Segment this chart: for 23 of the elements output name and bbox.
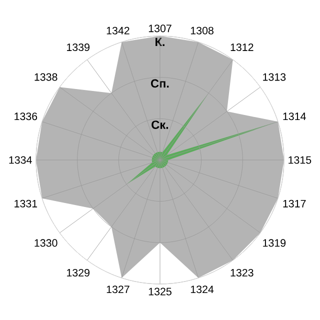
spoke-label: 1308 (190, 26, 214, 34)
y-tick-label: К. (156, 38, 164, 46)
spoke-label: 1319 (263, 239, 286, 247)
spoke-label: 1342 (106, 26, 130, 34)
spoke-label: 1312 (230, 43, 254, 52)
spoke-label: 1330 (34, 239, 58, 247)
spoke-label: 1338 (34, 73, 58, 81)
spoke-label: 1313 (263, 73, 286, 81)
spoke-label: 1323 (230, 268, 254, 277)
spoke-label: 1327 (106, 286, 130, 294)
spoke-label: 1307 (148, 24, 172, 32)
spoke-label: 1336 (14, 112, 38, 120)
spoke-label: 1324 (190, 286, 214, 294)
spoke-label: 1331 (14, 200, 38, 208)
spoke-label: 1334 (9, 156, 32, 164)
y-tick-label: Ск. (152, 120, 168, 129)
spoke-label: 1329 (67, 268, 90, 277)
spoke-label: 1339 (67, 43, 90, 52)
y-tick-label: Сп. (151, 79, 169, 88)
spoke-label: 1315 (288, 156, 312, 164)
spoke-label: 1317 (283, 200, 306, 208)
spoke-label: 1314 (283, 112, 306, 120)
spoke-label: 1325 (148, 288, 172, 296)
